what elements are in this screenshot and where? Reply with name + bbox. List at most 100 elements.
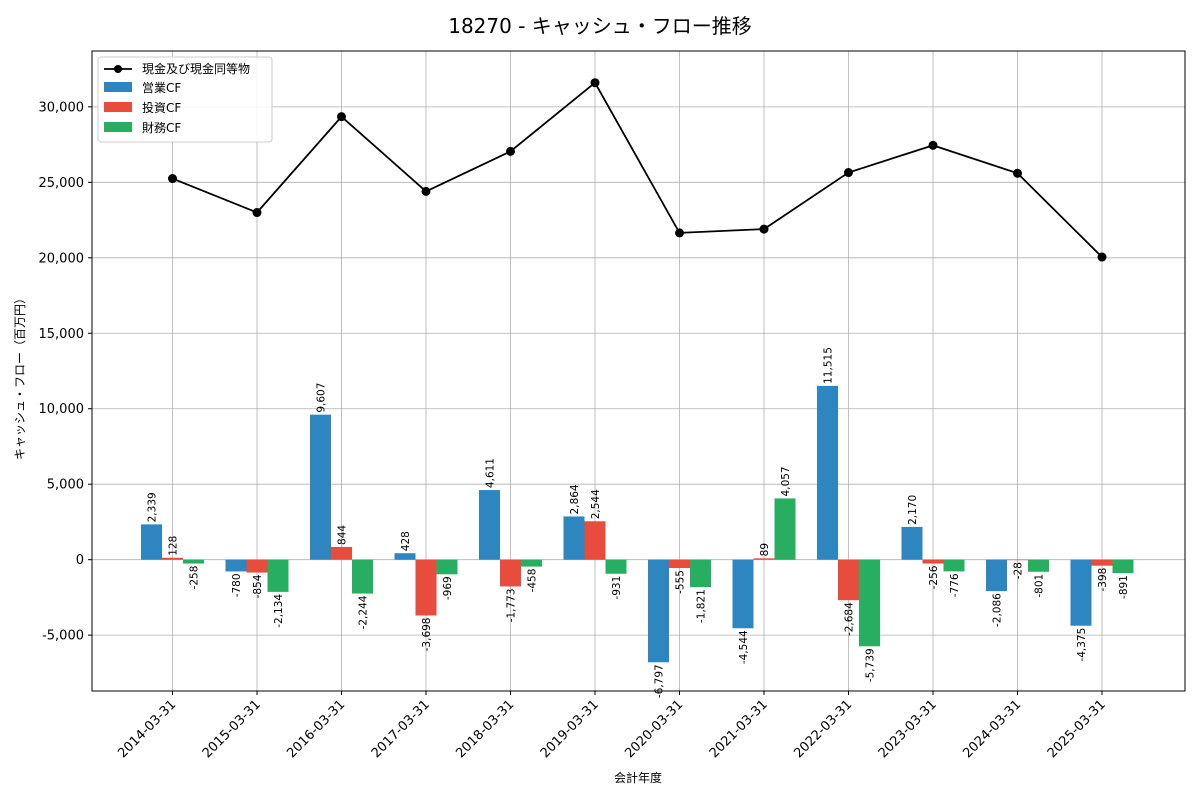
bar	[394, 553, 416, 560]
bar-value-label: -3,698	[421, 617, 433, 651]
bar-value-label: 428	[400, 531, 412, 551]
x-tick-label: 2017-03-31	[369, 697, 433, 761]
bar-value-label: 2,170	[907, 495, 919, 525]
grid-lines	[92, 51, 1185, 691]
bar-value-label: -555	[675, 570, 687, 594]
bar	[648, 559, 669, 663]
bar	[141, 524, 162, 560]
bar-value-label: -28	[1013, 562, 1025, 579]
bar-labels-layer: 2,339 -780 9,607 428 4,611 2,864 -6,797 -4,544 1…	[147, 347, 1131, 698]
bar-value-label: -2,134	[273, 594, 285, 628]
legend-label-operating: 営業CF	[142, 81, 181, 95]
x-tick-label: 2024-03-31	[960, 697, 1024, 761]
bar	[732, 559, 754, 629]
bar-value-label: 844	[337, 525, 349, 545]
y-tick-label: -5,000	[42, 629, 84, 644]
x-tick-label: 2020-03-31	[622, 697, 686, 761]
bar	[415, 559, 437, 616]
bar-value-label: -5,739	[865, 648, 877, 682]
cash-point	[168, 174, 177, 184]
bar	[669, 559, 690, 569]
x-axis-label: 会計年度	[614, 770, 662, 785]
bar-value-label: -854	[252, 574, 264, 598]
y-tick-label: 30,000	[39, 100, 85, 115]
bar-value-label: -776	[949, 573, 961, 597]
x-tick-label: 2025-03-31	[1045, 697, 1109, 761]
x-tick-label: 2015-03-31	[200, 697, 264, 761]
bar	[859, 559, 880, 647]
bar	[1028, 559, 1049, 572]
bars-layer	[141, 385, 1134, 663]
bar-value-label: -1,821	[696, 589, 708, 623]
bar-value-label: 9,607	[316, 383, 328, 413]
legend-swatch-investing	[104, 102, 132, 112]
chart-title: 18270 - キャッシュ・フロー推移	[448, 14, 752, 38]
y-axis: -5,000 0 5,000 10,000 15,000 20,000 25,000 30,0…	[39, 100, 92, 644]
legend-label-cash: 現金及び現金同等物	[142, 61, 250, 76]
cash-point	[928, 140, 938, 150]
bar	[1070, 559, 1092, 626]
bar-value-label: -4,375	[1076, 628, 1088, 662]
bar	[521, 559, 542, 567]
bar	[331, 546, 352, 560]
bar	[310, 414, 331, 560]
y-axis-label: キャッシュ・フロー（百万円）	[13, 292, 27, 460]
bar-value-label: 2,864	[569, 484, 581, 514]
bar-value-label: -258	[189, 566, 201, 590]
bar-value-label: 11,515	[823, 347, 835, 384]
x-tick-label: 2014-03-31	[115, 697, 179, 761]
bar	[986, 559, 1007, 592]
cash-point	[590, 78, 600, 88]
cash-point	[421, 186, 431, 196]
cash-point	[506, 146, 515, 156]
bar	[246, 559, 268, 573]
legend-label-financing: 財務CF	[142, 120, 181, 135]
cash-point	[759, 224, 769, 234]
bar	[605, 559, 627, 574]
cash-point	[844, 168, 853, 178]
bar-value-label: -2,684	[844, 602, 856, 636]
x-axis: 2014-03-31 2015-03-31 2016-03-31 2017-03-31…	[115, 691, 1109, 761]
bar	[563, 516, 585, 560]
bar	[817, 385, 838, 560]
bar-value-label: -6,797	[654, 664, 666, 698]
x-tick-label: 2023-03-31	[876, 697, 940, 761]
bar	[162, 557, 183, 560]
plot-frame	[91, 50, 1186, 692]
bar-value-label: -780	[231, 573, 243, 597]
legend-line-marker	[114, 65, 122, 73]
bar	[1091, 559, 1113, 566]
x-tick-label: 2016-03-31	[284, 697, 348, 761]
bar-value-label: -398	[1097, 568, 1109, 592]
bar	[436, 559, 458, 575]
cash-point	[1097, 252, 1107, 262]
y-tick-label: 0	[76, 553, 84, 568]
cash-line-layer	[168, 78, 1107, 262]
bar-value-label: -1,773	[506, 588, 518, 622]
bar-value-label: 2,544	[590, 489, 602, 519]
x-tick-label: 2018-03-31	[453, 697, 517, 761]
bar	[943, 559, 965, 572]
bar-value-label: -458	[527, 569, 539, 593]
bar-value-label: 2,339	[147, 492, 159, 522]
bar	[901, 526, 923, 560]
cash-point	[675, 228, 684, 238]
bar-value-label: -2,086	[992, 593, 1004, 627]
bar-value-label: -931	[611, 576, 623, 600]
bar-value-label: 128	[168, 536, 180, 556]
cash-point	[337, 112, 346, 122]
bar	[584, 521, 606, 560]
y-tick-label: 25,000	[39, 176, 85, 191]
bar	[1007, 559, 1028, 561]
bar	[500, 559, 521, 587]
bar-value-label: 89	[759, 543, 771, 556]
bar-value-label: -801	[1034, 574, 1046, 598]
bar	[352, 559, 373, 594]
bar	[1112, 559, 1134, 574]
bar	[922, 559, 944, 564]
bar	[183, 559, 204, 564]
cash-point	[252, 208, 262, 218]
y-tick-label: 5,000	[47, 478, 84, 493]
bar-value-label: 4,057	[780, 466, 792, 496]
